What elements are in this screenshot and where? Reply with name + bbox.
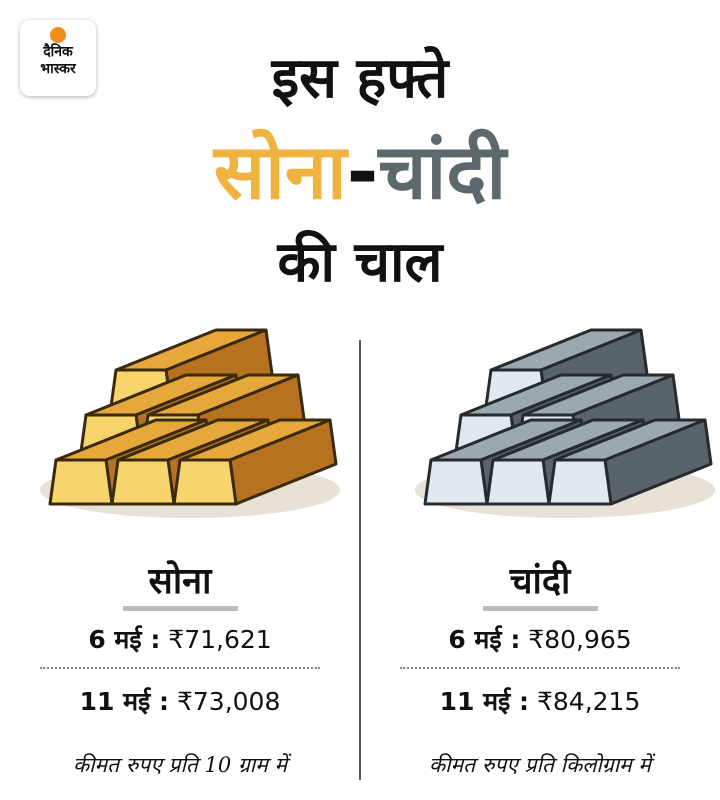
unit-note: कीमत रुपए प्रति किलोग्राम में	[429, 753, 651, 777]
dotted-separator	[400, 667, 680, 669]
bar-shape	[172, 458, 238, 506]
title: सोना-चांदी	[0, 118, 720, 221]
price-row: 6 मई : ₹80,965	[360, 623, 720, 657]
unit-note: कीमत रुपए प्रति 10 ग्राम में	[72, 753, 288, 777]
bar-shape	[110, 458, 176, 506]
price: ₹73,008	[176, 687, 281, 716]
logo-icon	[50, 27, 66, 43]
bar-shape	[48, 458, 114, 506]
price: ₹80,965	[528, 625, 632, 654]
price-row: 11 मई : ₹73,008	[0, 685, 360, 719]
bar-shape	[547, 458, 613, 506]
illustration	[40, 328, 715, 518]
underline	[122, 606, 238, 611]
bar-shape	[485, 458, 551, 506]
price-column: चांदी 6 मई : ₹80,965 11 मई : ₹84,215 कीमत र…	[360, 555, 720, 779]
date: 6 मई :	[448, 625, 521, 654]
price-row: 11 मई : ₹84,215	[360, 685, 720, 719]
price: ₹84,215	[536, 687, 641, 716]
logo: दैनिक भास्कर	[20, 20, 96, 96]
price: ₹71,621	[168, 625, 272, 654]
divider	[359, 340, 361, 780]
date: 6 मई :	[88, 625, 161, 654]
title-dash: -	[346, 127, 379, 216]
title-silver: चांदी	[378, 127, 507, 216]
price-column: सोना 6 मई : ₹71,621 11 मई : ₹73,008 कीमत रु…	[0, 555, 360, 779]
title: की चाल	[277, 230, 443, 295]
underline	[482, 606, 598, 611]
metal-name: चांदी	[509, 561, 571, 602]
title: इस हफ्ते	[271, 46, 449, 111]
dotted-separator	[40, 667, 320, 669]
logo-text: दैनिक	[43, 44, 73, 60]
logo-text: भास्कर	[40, 61, 76, 77]
date: 11 मई :	[439, 687, 530, 716]
metal-name: सोना	[148, 561, 212, 602]
price-row: 6 मई : ₹71,621	[0, 623, 360, 657]
bar-shape	[423, 458, 489, 506]
date: 11 मई :	[79, 687, 170, 716]
title-gold: सोना	[213, 127, 347, 216]
